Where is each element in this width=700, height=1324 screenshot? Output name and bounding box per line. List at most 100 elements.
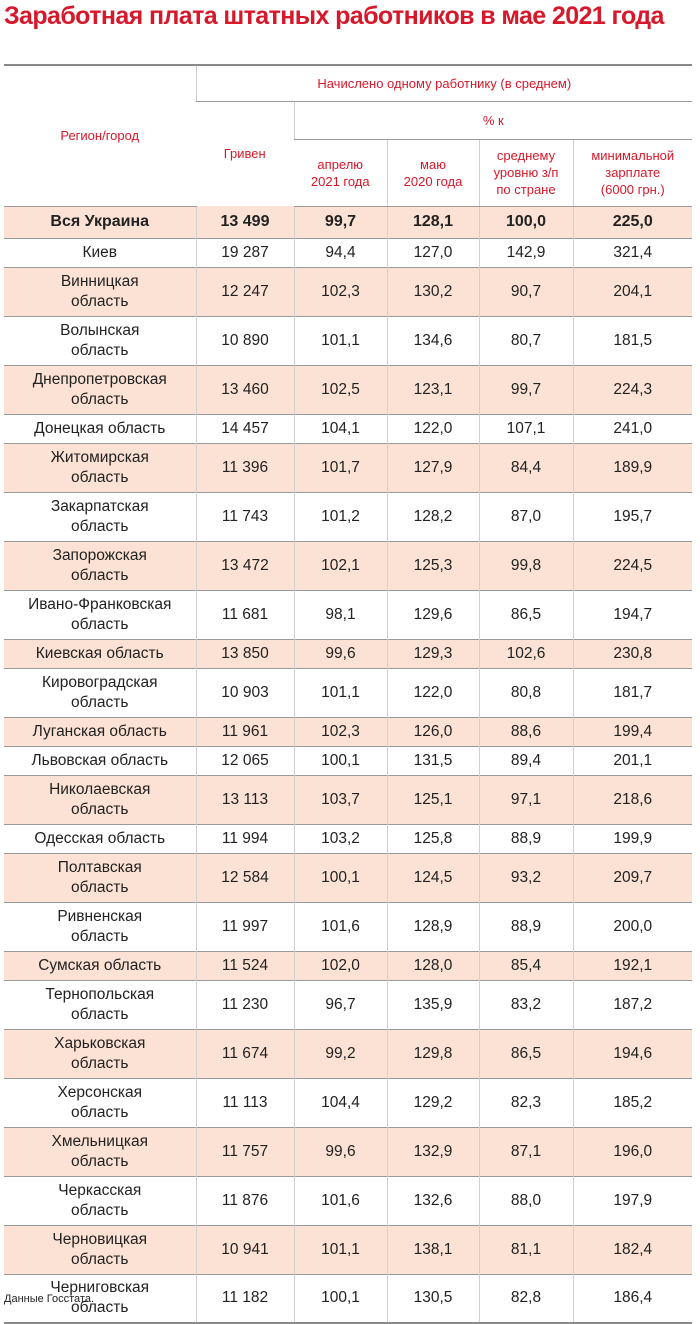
header-april-2021: апрелю 2021 года [294,139,387,207]
region-cell: Ривненская область [57,907,143,945]
header-national-average: среднему уровню з/п по стране [478,139,573,207]
april-2021-cell: 100,1 [293,853,387,902]
minimum-wage-cell: 182,4 [572,1225,693,1274]
april-2021-cell: 99,6 [293,639,387,668]
may-2020-cell: 135,9 [386,980,479,1029]
uah-cell: 12 584 [195,853,294,902]
table-row: Ивано-Франковская область 11 681 98,1 129,6… [4,590,693,639]
uah-cell: 11 674 [195,1029,294,1078]
header-may-2020: маю 2020 года [386,139,479,207]
minimum-wage-cell: 196,0 [572,1127,693,1176]
national-average-cell: 142,9 [478,238,573,267]
may-2020-cell: 138,1 [386,1225,479,1274]
april-2021-cell: 102,5 [293,365,387,414]
may-2020-cell: 128,9 [386,902,479,951]
minimum-wage-cell: 194,6 [572,1029,693,1078]
table-row: Харьковская область 11 674 99,2 129,8 86,5 19… [4,1029,693,1078]
header-minimum-wage: минимальной зарплате (6000 грн.) [572,139,693,207]
april-2021-cell: 102,1 [293,541,387,590]
national-average-cell: 82,3 [478,1078,573,1127]
region-cell: Днепропетровская область [32,370,167,408]
april-2021-cell: 102,0 [293,951,387,980]
table-row: Николаевская область 13 113 103,7 125,1 97,1… [4,775,693,824]
region-cell: Волынская область [60,321,140,359]
header-pct: % к [293,101,693,140]
may-2020-cell: 127,0 [386,238,479,267]
april-2021-cell: 101,6 [293,1176,387,1225]
uah-cell: 13 460 [195,365,294,414]
april-2021-cell: 101,1 [293,668,387,717]
april-2021-cell: 102,3 [293,267,387,316]
may-2020-cell: 123,1 [386,365,479,414]
region-cell: Черниговская область [50,1279,150,1317]
region-cell: Вся Украина [50,213,150,230]
region-cell: Луганская область [32,722,167,740]
region-cell: Кировоградская область [42,673,158,711]
minimum-wage-cell: 192,1 [572,951,693,980]
uah-cell: 11 113 [195,1078,294,1127]
table-row: Черновицкая область 10 941 101,1 138,1 81,1 1… [4,1225,693,1274]
may-2020-cell: 132,6 [386,1176,479,1225]
may-2020-cell: 128,1 [386,206,479,238]
april-2021-cell: 99,7 [293,206,387,238]
minimum-wage-cell: 218,6 [572,775,693,824]
national-average-cell: 81,1 [478,1225,573,1274]
table-row: Черниговская область 11 182 100,1 130,5 82,8… [4,1274,693,1323]
april-2021-cell: 101,6 [293,902,387,951]
national-average-cell: 80,8 [478,668,573,717]
national-average-cell: 90,7 [478,267,573,316]
region-cell: Львовская область [31,751,169,769]
april-2021-cell: 103,7 [293,775,387,824]
may-2020-cell: 126,0 [386,717,479,746]
april-2021-cell: 99,2 [293,1029,387,1078]
region-cell: Хмельницкая область [51,1132,148,1170]
national-average-cell: 87,1 [478,1127,573,1176]
table-row: Закарпатская область 11 743 101,2 128,2 87,0… [4,492,693,541]
minimum-wage-cell: 199,9 [572,824,693,853]
uah-cell: 12 065 [195,746,294,775]
minimum-wage-cell: 186,4 [572,1274,693,1323]
uah-cell: 11 743 [195,492,294,541]
minimum-wage-cell: 187,2 [572,980,693,1029]
region-cell: Черновицкая область [52,1230,148,1268]
national-average-cell: 102,6 [478,639,573,668]
april-2021-cell: 96,7 [293,980,387,1029]
minimum-wage-cell: 189,9 [572,443,693,492]
april-2021-cell: 100,1 [293,1274,387,1323]
region-cell: Тернопольская область [45,985,155,1023]
minimum-wage-cell: 224,5 [572,541,693,590]
national-average-cell: 88,6 [478,717,573,746]
region-cell: Киев [82,243,118,261]
uah-cell: 11 524 [195,951,294,980]
uah-cell: 13 472 [195,541,294,590]
april-2021-cell: 101,1 [293,1225,387,1274]
national-average-cell: 87,0 [478,492,573,541]
region-cell: Полтавская область [57,858,142,896]
table-row: Ривненская область 11 997 101,6 128,9 88,9 20… [4,902,693,951]
may-2020-cell: 134,6 [386,316,479,365]
minimum-wage-cell: 181,5 [572,316,693,365]
minimum-wage-cell: 241,0 [572,414,693,443]
april-2021-cell: 99,6 [293,1127,387,1176]
national-average-cell: 85,4 [478,951,573,980]
minimum-wage-cell: 181,7 [572,668,693,717]
table-row: Одесская область 11 994 103,2 125,8 88,9 199,… [4,824,693,853]
region-cell: Сумская область [38,956,162,974]
region-cell: Закарпатская область [50,497,149,535]
table-row: Винницкая область 12 247 102,3 130,2 90,7 204… [4,267,693,316]
uah-cell: 11 876 [195,1176,294,1225]
table-row: Полтавская область 12 584 100,1 124,5 93,2 20… [4,853,693,902]
region-cell: Киевская область [35,644,164,662]
table-row: Хмельницкая область 11 757 99,6 132,9 87,1 19… [4,1127,693,1176]
table-row: Житомирская область 11 396 101,7 127,9 84,4 1… [4,443,693,492]
source-note: Данные Госстата. [4,1293,95,1305]
uah-cell: 10 903 [195,668,294,717]
region-cell: Ивано-Франковская область [28,595,172,633]
uah-cell: 11 757 [195,1127,294,1176]
uah-cell: 11 182 [195,1274,294,1323]
national-average-cell: 89,4 [478,746,573,775]
table-row: Запорожская область 13 472 102,1 125,3 99,8 2… [4,541,693,590]
minimum-wage-cell: 185,2 [572,1078,693,1127]
table-row: Сумская область 11 524 102,0 128,0 85,4 192,1 [4,951,693,980]
table-row: Киевская область 13 850 99,6 129,3 102,6 230,… [4,639,693,668]
